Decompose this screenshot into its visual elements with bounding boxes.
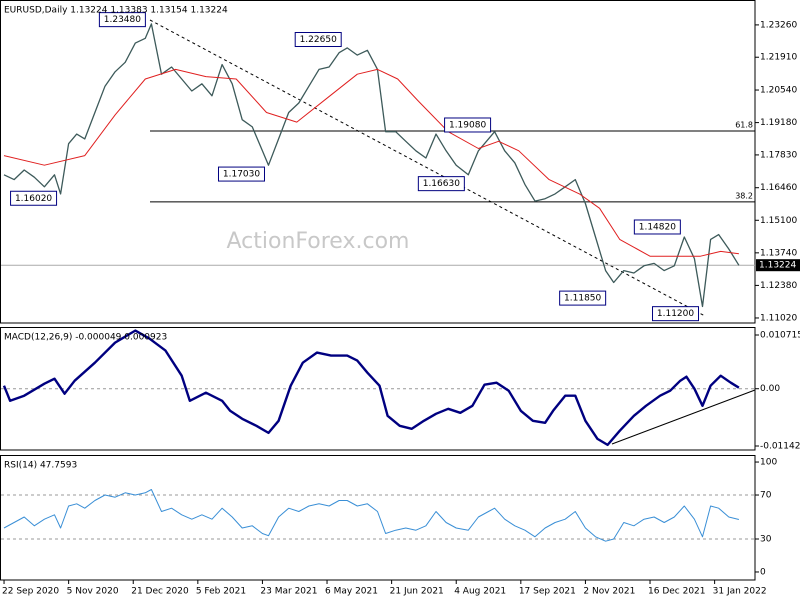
- y-tick-label: 70: [760, 491, 772, 501]
- x-tick-label: 5 Nov 2020: [67, 587, 119, 597]
- last-price-label: 1.13224: [759, 261, 796, 271]
- y-tick-label: 30: [760, 534, 772, 544]
- y-tick-label: 1.23260: [760, 20, 797, 30]
- annotation-label: 1.17030: [223, 170, 260, 180]
- y-tick-label: 0.00: [760, 384, 780, 394]
- series-line: [3, 489, 740, 542]
- macd-trend-line: [611, 389, 756, 445]
- annotation-box: [217, 166, 265, 182]
- y-tick-label: 1.15100: [760, 216, 797, 226]
- annotation-box: [10, 190, 58, 206]
- annotation-box: [559, 290, 607, 306]
- x-tick-label: 2 Nov 2021: [583, 587, 635, 597]
- annotation-label: 1.19080: [449, 120, 486, 130]
- panel-title: MACD(12,26,9) -0.000049 0.000923: [4, 333, 167, 343]
- y-tick-label: 1.13740: [760, 248, 797, 258]
- price-panel: [0, 0, 756, 324]
- series-line: [3, 68, 739, 257]
- x-tick-label: 21 Dec 2020: [131, 587, 189, 597]
- y-tick-label: 1.11020: [760, 313, 797, 323]
- x-tick-label: 6 May 2021: [325, 587, 378, 597]
- annotation-label: 1.23480: [104, 15, 141, 25]
- trend-line: [149, 19, 706, 317]
- panel-title: EURUSD,Daily 1.13224 1.13383 1.13154 1.1…: [4, 6, 228, 16]
- x-tick-label: 31 Jan 2022: [713, 587, 767, 597]
- level-label: 38.2: [735, 191, 753, 200]
- y-tick-label: 100: [760, 458, 777, 468]
- y-tick-label: -0.011424: [760, 442, 800, 452]
- annotation-label: 1.11200: [657, 309, 694, 319]
- y-tick-label: 1.17830: [760, 150, 797, 160]
- annotation-label: 1.11850: [564, 294, 601, 304]
- x-tick-label: 16 Dec 2021: [648, 587, 706, 597]
- x-tick-label: 22 Sep 2020: [2, 587, 59, 597]
- annotation-box: [444, 117, 492, 133]
- y-tick-label: 1.19180: [760, 118, 797, 128]
- x-tick-label: 17 Sep 2021: [519, 587, 576, 597]
- annotation-box: [633, 219, 681, 235]
- x-tick-label: 4 Aug 2021: [454, 587, 506, 597]
- x-tick-label: 21 Jun 2021: [390, 587, 444, 597]
- y-tick-label: 0: [760, 567, 766, 577]
- annotation-label: 1.16020: [15, 194, 52, 204]
- annotation-label: 1.16630: [423, 179, 460, 189]
- y-tick-label: 1.16460: [760, 183, 797, 193]
- annotation-box: [98, 12, 146, 28]
- annotation-label: 1.22650: [300, 35, 337, 45]
- watermark: ActionForex.com: [227, 229, 410, 254]
- last-price-box: [756, 259, 800, 272]
- x-tick-label: 5 Feb 2021: [196, 587, 246, 597]
- series-line: [3, 23, 740, 308]
- annotation-box: [652, 306, 700, 322]
- y-tick-label: 1.21910: [760, 53, 797, 63]
- x-tick-label: 23 Mar 2021: [260, 587, 317, 597]
- annotation-box: [294, 32, 342, 48]
- panel-title: RSI(14) 47.7593: [4, 461, 77, 471]
- series-line: [2, 329, 740, 447]
- level-label: 61.8: [735, 120, 753, 129]
- y-tick-label: 1.12380: [760, 281, 797, 291]
- annotation-label: 1.14820: [639, 222, 676, 232]
- rsi-panel: [0, 455, 756, 581]
- y-tick-label: 1.20540: [760, 86, 797, 96]
- y-tick-label: 0.010715: [760, 330, 800, 340]
- annotation-box: [417, 176, 465, 192]
